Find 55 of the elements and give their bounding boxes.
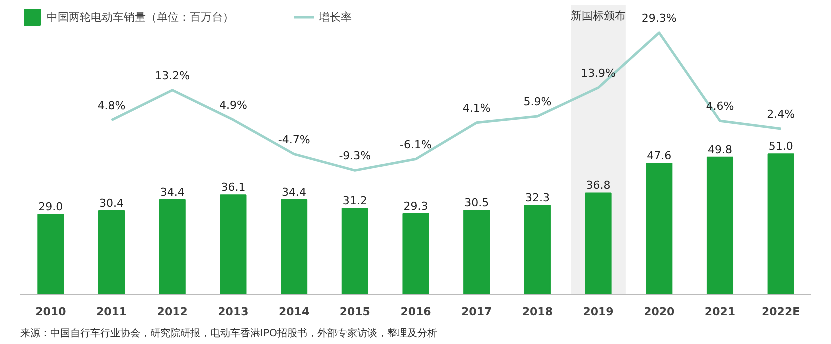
data-label: 30.4 xyxy=(100,196,124,210)
data-label: 47.6 xyxy=(647,149,672,162)
bar xyxy=(98,210,126,294)
bar xyxy=(281,199,308,294)
x-tick-label: 2017 xyxy=(462,306,492,318)
data-label: 49.8 xyxy=(708,143,732,156)
x-tick-label: 2019 xyxy=(583,306,614,318)
band-label: 新国标颁布 xyxy=(571,10,626,22)
x-tick-label: 2013 xyxy=(218,306,249,318)
data-label: 34.4 xyxy=(160,186,185,199)
data-label: 51.0 xyxy=(768,140,794,154)
data-label: 29.3% xyxy=(642,12,677,25)
x-tick-label: 2015 xyxy=(340,306,370,318)
data-label: 31.2 xyxy=(342,194,368,208)
bar xyxy=(220,194,247,294)
data-label: -6.1% xyxy=(400,138,432,152)
data-label: 2.4% xyxy=(767,108,796,121)
data-label: 29.0 xyxy=(38,200,64,214)
bar xyxy=(342,208,368,294)
bar xyxy=(524,205,551,294)
data-label: 29.3 xyxy=(404,200,428,213)
bar xyxy=(646,162,673,294)
x-tick-label: 2021 xyxy=(704,306,736,318)
data-label: 4.9% xyxy=(219,99,248,112)
data-label: 13.2% xyxy=(155,69,190,82)
x-tick-label: 2016 xyxy=(400,306,432,318)
bar xyxy=(768,154,794,294)
x-tick-label: 2014 xyxy=(279,306,310,318)
x-tick-label: 2020 xyxy=(644,306,676,318)
legend-label: 中国两轮电动车销量（单位：百万台） xyxy=(47,10,234,24)
legend-label: 增长率 xyxy=(319,10,352,24)
data-label: 4.8% xyxy=(98,99,126,112)
bar xyxy=(585,192,612,294)
data-label: -9.3% xyxy=(339,150,372,163)
data-label: 4.6% xyxy=(706,100,734,114)
data-label: 4.1% xyxy=(462,102,491,115)
x-tick-label: 2022E xyxy=(762,306,800,318)
data-label: -4.7% xyxy=(278,133,310,146)
data-label: 30.5 xyxy=(464,196,490,210)
data-label: 32.3 xyxy=(525,192,550,205)
x-tick-label: 2010 xyxy=(36,306,67,318)
data-label: 36.8 xyxy=(586,179,611,192)
x-tick-label: 2012 xyxy=(157,306,188,318)
bar xyxy=(706,156,734,294)
data-label: 5.9% xyxy=(524,95,552,108)
data-label: 13.9% xyxy=(581,66,616,80)
bar xyxy=(402,213,430,294)
bar xyxy=(38,214,64,294)
x-tick-label: 2011 xyxy=(96,306,128,318)
bar xyxy=(464,210,490,294)
source-note: 来源：中国自行车行业协会，研究院研报，电动车香港IPO招股书，外部专家访谈，整理及分析 xyxy=(20,328,438,340)
data-label: 36.1 xyxy=(221,181,246,194)
x-tick-label: 2018 xyxy=(522,306,554,318)
bar xyxy=(159,199,186,294)
data-label: 34.4 xyxy=(282,186,307,199)
